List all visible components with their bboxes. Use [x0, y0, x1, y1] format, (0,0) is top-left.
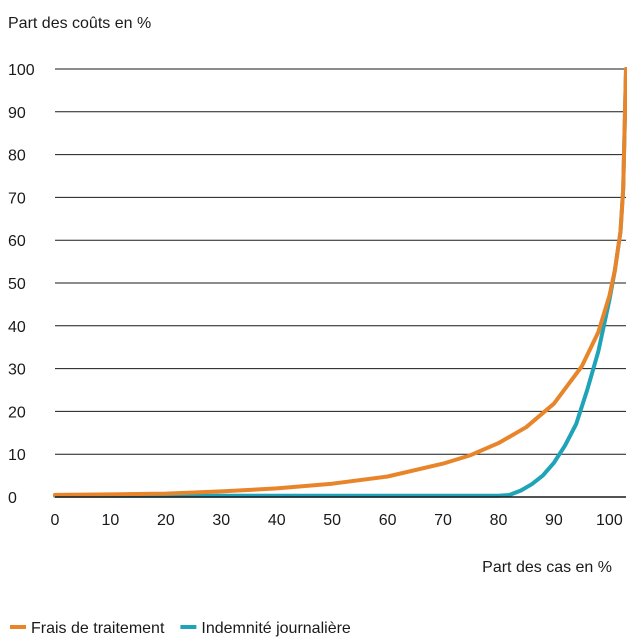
x-tick-label: 50: [323, 512, 341, 529]
y-tick-label: 10: [8, 447, 26, 464]
x-tick-label: 40: [268, 512, 286, 529]
y-tick-label: 100: [8, 62, 35, 79]
y-tick-labels: 0 10 20 30 40 50 60 70 80 90 100: [8, 62, 35, 507]
x-tick-labels: 0 10 20 30 40 50 60 70 80 90 100: [51, 512, 623, 529]
legend-label-1: Indemnité journalière: [201, 620, 351, 637]
series-line-0: [53, 67, 627, 497]
x-tick-label: 100: [596, 512, 623, 529]
y-tick-label: 60: [8, 233, 26, 250]
y-tick-label: 30: [8, 362, 26, 379]
gridlines: [55, 68, 626, 455]
x-tick-label: 30: [212, 512, 230, 529]
y-tick-label: 20: [8, 404, 26, 421]
y-tick-label: 80: [8, 148, 26, 165]
series-line-1: [53, 67, 627, 498]
x-tick-label: 90: [545, 512, 563, 529]
x-tick-label: 20: [157, 512, 175, 529]
y-axis-title: Part des coûts en %: [8, 15, 151, 32]
x-tick-label: 0: [51, 512, 60, 529]
x-tick-label: 10: [102, 512, 120, 529]
x-tick-label: 70: [434, 512, 452, 529]
series-lines: [53, 67, 627, 498]
y-tick-label: 70: [8, 190, 26, 207]
y-tick-label: 90: [8, 105, 26, 122]
legend-label-0: Frais de traitement: [31, 620, 165, 637]
y-tick-label: 50: [8, 276, 26, 293]
x-tick-label: 80: [490, 512, 508, 529]
y-tick-label: 0: [8, 490, 17, 507]
x-axis-title: Part des cas en %: [482, 559, 612, 576]
legend: Frais de traitement Indemnité journalière: [10, 620, 351, 637]
y-tick-label: 40: [8, 319, 26, 336]
x-tick-label: 60: [379, 512, 397, 529]
